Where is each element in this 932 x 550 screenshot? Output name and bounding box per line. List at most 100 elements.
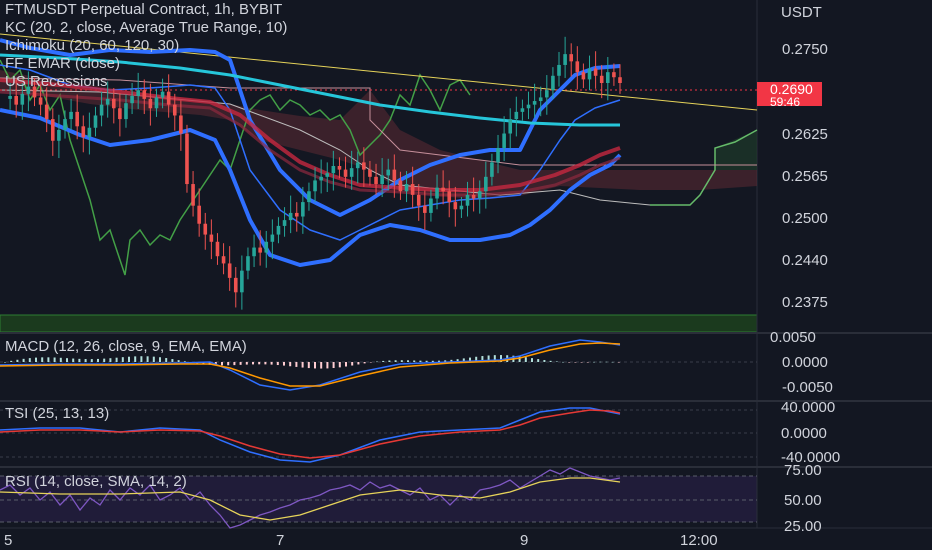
macd-bar: [41, 357, 44, 362]
candle-body: [557, 64, 561, 76]
candle-body: [32, 86, 37, 98]
macd-bar: [469, 357, 471, 362]
macd-bar: [159, 357, 161, 362]
candle-body: [185, 133, 189, 185]
candle-body: [44, 104, 49, 120]
kc-middle: [0, 64, 621, 241]
candle-body: [75, 111, 79, 127]
macd-bar: [72, 358, 75, 362]
macd-bar: [500, 355, 502, 362]
candle-body: [447, 191, 452, 203]
macd-bar: [320, 362, 323, 369]
macd-bar: [400, 360, 403, 362]
candle-body: [197, 205, 201, 224]
candle-body: [179, 115, 183, 134]
macd-bar: [115, 357, 118, 362]
candle-body: [343, 169, 348, 177]
macd-bar: [456, 359, 459, 362]
candle-body: [209, 234, 214, 242]
candle-body: [423, 205, 427, 213]
candle-body: [392, 169, 397, 181]
candle-body: [203, 223, 208, 235]
macd-bar: [376, 361, 378, 363]
macd-bar: [78, 358, 81, 362]
macd-bar: [146, 356, 149, 362]
rsi-tick: 75.00: [784, 462, 822, 479]
macd-bar: [202, 362, 205, 365]
macd-bar: [4, 362, 6, 363]
macd-bar: [35, 357, 37, 362]
candle-body: [8, 95, 12, 99]
candle-body: [368, 169, 372, 177]
candle-body: [429, 198, 433, 213]
macd-bar: [351, 362, 354, 366]
macd-bar: [537, 359, 540, 362]
macd-bar: [580, 362, 583, 363]
candle-body: [575, 61, 580, 73]
candle-body: [81, 126, 86, 138]
macd-bar: [605, 361, 608, 363]
indicator-us-recessions[interactable]: US Recessions: [5, 73, 108, 90]
macd-bar: [444, 360, 447, 362]
candle-body: [526, 104, 531, 109]
candle-body: [416, 194, 421, 206]
candle-body: [313, 180, 317, 192]
macd-title[interactable]: MACD (12, 26, close, 9, EMA, EMA): [5, 338, 247, 355]
macd-bar: [332, 362, 335, 369]
candle-body: [453, 202, 458, 210]
indicator-ff-emar[interactable]: FF EMAR (close): [5, 55, 120, 72]
candle-body: [380, 175, 384, 185]
tsi-pane[interactable]: [0, 402, 757, 466]
macd-line: [0, 339, 621, 391]
macd-bar: [103, 358, 106, 362]
time-tick: 7: [276, 532, 284, 549]
macd-bar: [264, 362, 267, 365]
macd-bar: [245, 362, 248, 365]
candle-body: [87, 127, 92, 138]
macd-bar: [543, 360, 546, 362]
macd-bar: [425, 360, 428, 362]
symbol-title[interactable]: FTMUSDT Perpetual Contract, 1h, BYBIT: [5, 1, 282, 18]
macd-bar: [134, 356, 137, 362]
tsi-tick: 0.0000: [781, 425, 827, 442]
trendline[interactable]: [0, 33, 758, 111]
candle-body: [264, 241, 269, 253]
indicator-kc[interactable]: KC (20, 2, close, Average True Range, 10…: [5, 19, 287, 36]
candle-body: [154, 97, 159, 109]
macd-bar: [493, 355, 496, 362]
rsi-sma: [0, 477, 621, 521]
macd-bar: [431, 360, 434, 362]
rsi-title[interactable]: RSI (14, close, SMA, 14, 2): [5, 473, 187, 490]
candle-body: [563, 54, 567, 65]
candle-body: [459, 205, 464, 210]
macd-bar: [53, 357, 56, 362]
rsi-tick: 25.00: [784, 518, 822, 535]
volume-zone: [0, 314, 758, 333]
candle-body: [69, 111, 73, 120]
ema-red-2: [0, 90, 621, 197]
macd-bar: [407, 360, 409, 362]
ichimoku-cloud-green: [715, 130, 757, 170]
macd-pane[interactable]: [0, 335, 757, 400]
macd-bar: [363, 362, 366, 364]
candle-body: [471, 194, 476, 199]
ichimoku-cloud: [0, 70, 757, 200]
candle-body: [538, 97, 543, 102]
candle-body: [233, 277, 238, 293]
current-price-badge[interactable]: [757, 82, 822, 106]
tsi-title[interactable]: TSI (25, 13, 13): [5, 405, 109, 422]
macd-bar: [314, 362, 316, 369]
candle-body: [148, 98, 153, 109]
indicator-ichimoku[interactable]: Ichimoku (20, 60, 120, 30): [5, 37, 179, 54]
tsi-signal: [0, 409, 621, 459]
candle-body: [606, 72, 610, 83]
candle-body: [50, 119, 55, 141]
macd-bar: [345, 362, 347, 367]
macd-bar: [481, 356, 484, 362]
candle-body: [514, 111, 519, 120]
candle-body: [160, 91, 165, 98]
candle-body: [331, 166, 336, 174]
price-tick: 0.2500: [782, 210, 828, 227]
candle-body: [105, 98, 110, 105]
macd-bar: [326, 362, 329, 369]
